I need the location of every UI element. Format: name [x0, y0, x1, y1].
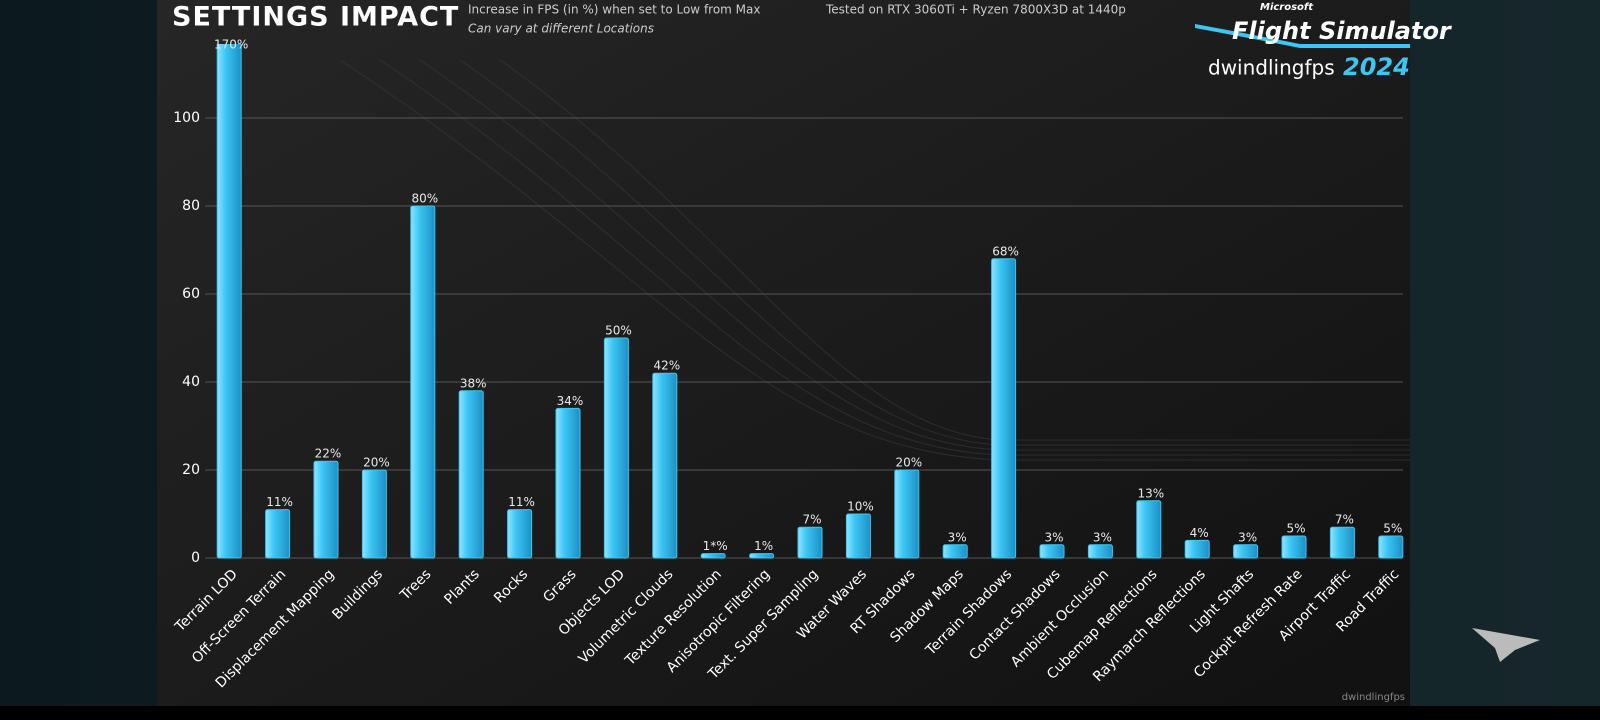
value-label: 22% [315, 447, 342, 461]
value-label: 7% [1335, 513, 1354, 527]
bar [942, 544, 968, 559]
bar [1378, 535, 1404, 559]
value-label: 1*% [703, 539, 728, 553]
value-label: 13% [1137, 486, 1164, 500]
bar [749, 553, 775, 559]
value-label: 3% [948, 530, 967, 544]
bar [1087, 544, 1113, 559]
bar [313, 460, 339, 559]
subtitle: Increase in FPS (in %) when set to Low f… [468, 3, 761, 17]
value-label: 20% [363, 456, 390, 470]
bar [1136, 500, 1162, 559]
bottom-bar [0, 706, 1600, 720]
bar [458, 390, 484, 559]
bar [555, 407, 581, 559]
value-label: 3% [1238, 530, 1257, 544]
value-label: 4% [1190, 526, 1209, 540]
value-label: 3% [1044, 530, 1063, 544]
value-label: 11% [508, 495, 535, 509]
value-label: 34% [557, 394, 584, 408]
logo-year: 2024 [1343, 53, 1410, 81]
bar [1233, 544, 1259, 559]
bar [410, 205, 436, 559]
value-label: 50% [605, 324, 632, 338]
title: SETTINGS IMPACT [172, 2, 459, 33]
y-tick-label: 40 [182, 374, 200, 390]
logo-brand: Microsoft [1260, 2, 1314, 13]
y-tick-label: 0 [191, 550, 200, 566]
bar [797, 526, 823, 559]
bar [845, 513, 871, 559]
value-label: 5% [1383, 522, 1402, 536]
bar [507, 509, 533, 559]
bar [991, 258, 1017, 559]
value-label: 38% [460, 376, 487, 390]
note: Can vary at different Locations [468, 22, 654, 36]
value-label: 5% [1286, 522, 1305, 536]
value-label: 7% [802, 513, 821, 527]
value-label: 3% [1093, 530, 1112, 544]
value-label: 68% [992, 244, 1019, 258]
y-tick-label: 80 [182, 198, 200, 214]
y-tick-label: 100 [173, 110, 200, 126]
bar [652, 372, 678, 559]
logo-swoosh [1195, 24, 1410, 48]
bar [1281, 535, 1307, 559]
value-label: 80% [411, 192, 438, 206]
watermark: dwindlingfps [1342, 692, 1405, 703]
eagle-icon [1472, 628, 1540, 662]
value-label: 170% [214, 38, 248, 52]
bar [1184, 539, 1210, 559]
value-label: 42% [653, 359, 680, 373]
bar [603, 337, 629, 559]
bars [216, 44, 1404, 559]
bar [265, 509, 291, 559]
y-tick-label: 20 [182, 462, 200, 478]
value-label: 10% [847, 500, 874, 514]
test-setup: Tested on RTX 3060Ti + Ryzen 7800X3D at … [825, 3, 1126, 17]
value-label: 20% [895, 456, 922, 470]
bar [1329, 526, 1355, 559]
bar [216, 44, 242, 559]
bar [361, 469, 387, 559]
value-label: 1% [754, 539, 773, 553]
decor-lines [339, 59, 1410, 461]
y-tick-label: 60 [182, 286, 200, 302]
logo-channel: dwindlingfps [1208, 56, 1335, 80]
value-label: 11% [266, 495, 293, 509]
bar [894, 469, 920, 559]
logo-name: Flight Simulator [1232, 17, 1453, 45]
bar [700, 553, 726, 559]
bar [1039, 544, 1065, 559]
